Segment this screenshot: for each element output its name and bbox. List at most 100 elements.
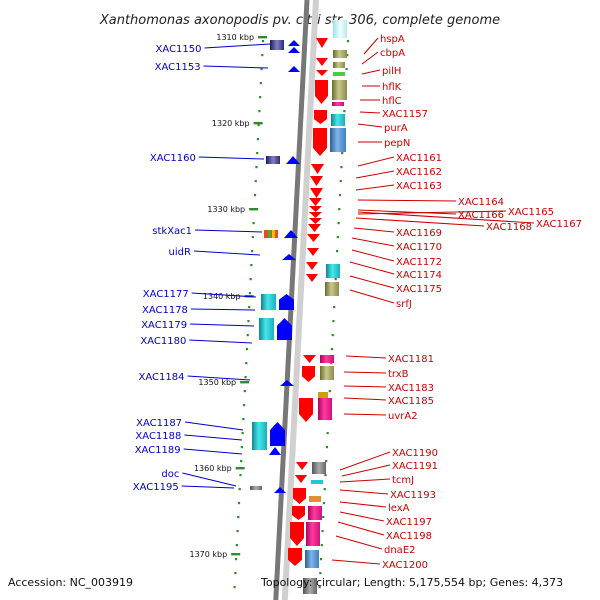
guide-dot — [334, 278, 337, 281]
guide-dot — [338, 194, 342, 197]
reverse-gene-arrow — [280, 380, 294, 386]
leader-line-right — [343, 371, 387, 374]
guide-dot — [241, 432, 244, 435]
scale-tick-mark — [258, 36, 268, 39]
forward-gene-arrow — [306, 262, 318, 270]
forward-gene-block — [290, 522, 304, 546]
forward-gene-arrow — [309, 206, 322, 212]
reverse-gene-block — [270, 422, 285, 446]
gene-label-left: XAC1189 — [135, 445, 181, 456]
guide-dot — [324, 474, 327, 477]
guide-dot — [328, 390, 331, 393]
leader-line-right — [357, 211, 535, 224]
guide-dot — [243, 390, 246, 393]
leader-line-right — [355, 170, 395, 179]
gene-label-right: purA — [384, 123, 408, 134]
protein-domain-box — [305, 550, 319, 568]
reverse-gene-block — [279, 294, 294, 310]
guide-dot — [240, 446, 244, 449]
label-leader-lines — [181, 37, 535, 565]
leader-line-right — [331, 559, 381, 565]
gene-label-right: trxB — [388, 369, 409, 380]
guide-dot — [259, 82, 262, 85]
gene-label-right: pilH — [382, 66, 401, 77]
gene-label-left: XAC1178 — [142, 305, 188, 316]
scale-tick-mark — [240, 381, 250, 384]
guide-dot — [250, 264, 253, 267]
leader-line-left — [190, 323, 255, 327]
guide-dot — [255, 166, 258, 169]
accession-text: Accession: NC_003919 — [8, 576, 134, 589]
guide-dot — [340, 166, 343, 169]
guide-dot — [330, 348, 334, 351]
guide-dot — [345, 68, 348, 71]
guide-dot — [343, 110, 346, 113]
guide-dot — [234, 572, 237, 575]
gene-label-right: XAC1193 — [390, 490, 436, 501]
protein-domain-box — [272, 230, 275, 238]
genome-summary-text: Topology: circular; Length: 5,175,554 bp… — [261, 576, 564, 589]
scale-tick-mark — [231, 553, 241, 556]
leader-line-right — [357, 199, 457, 202]
guide-dot — [260, 68, 263, 71]
guide-dot — [261, 54, 264, 57]
leader-line-right — [339, 501, 387, 508]
leader-line-left — [187, 375, 251, 381]
reverse-gene-arrow — [269, 447, 281, 455]
guide-dot — [259, 96, 262, 99]
leader-line-right — [357, 156, 395, 167]
guide-dot — [336, 236, 339, 239]
gene-label-left: XAC1180 — [140, 336, 186, 347]
scale-tick-label: 1360 kbp — [194, 464, 232, 473]
guide-dot — [256, 138, 260, 141]
guide-dot — [322, 502, 326, 505]
leader-line-left — [204, 43, 271, 49]
leader-line-right — [349, 289, 395, 304]
gene-label-right: XAC1183 — [388, 383, 434, 394]
guide-dot — [325, 460, 328, 463]
guide-dot — [325, 446, 329, 449]
forward-gene-arrow — [307, 248, 319, 256]
protein-domain-box — [333, 20, 347, 38]
protein-domain-box — [333, 62, 345, 68]
guide-dot — [252, 222, 255, 225]
scale-tick-label: 1370 kbp — [189, 550, 227, 559]
protein-domain-box — [312, 462, 326, 474]
forward-gene-arrow — [316, 58, 328, 66]
leader-line-right — [361, 69, 381, 75]
forward-gene-arrow — [310, 188, 323, 198]
protein-domain-box — [268, 230, 271, 238]
leader-line-right — [345, 355, 387, 359]
guide-dot — [244, 376, 247, 379]
protein-domain-box — [326, 264, 340, 278]
guide-dot — [339, 180, 342, 183]
gene-label-right: hflK — [382, 82, 402, 93]
protein-domain-box — [309, 496, 321, 502]
gene-label-right: XAC1163 — [396, 181, 442, 192]
scale-tick-mark — [253, 122, 263, 125]
guide-dot — [236, 530, 239, 533]
gene-label-right: srfJ — [396, 299, 412, 310]
gene-label-right: XAC1166 — [458, 210, 504, 221]
guide-dot — [323, 488, 326, 491]
guide-dot — [330, 362, 333, 365]
leader-line-left — [181, 485, 235, 489]
leader-line-left — [190, 308, 256, 311]
gene-labels: XAC1150 XAC1153 XAC1160 stkXac1 uidR XAC1177 X… — [133, 34, 582, 571]
guide-dot — [237, 502, 241, 505]
leader-line-right — [357, 209, 457, 215]
gene-label-left: stkXac1 — [152, 226, 192, 237]
protein-domain-box — [270, 40, 284, 50]
gene-label-right: XAC1157 — [382, 109, 428, 120]
guide-dot — [257, 124, 260, 127]
forward-gene-block — [299, 398, 313, 422]
guide-dot — [242, 418, 245, 421]
protein-domain-box — [333, 72, 345, 76]
forward-gene-arrow — [311, 164, 324, 174]
guide-dot — [319, 558, 323, 561]
leader-line-right — [351, 237, 395, 247]
guide-dot — [319, 572, 322, 575]
gene-label-left: XAC1153 — [155, 62, 201, 73]
scale-tick-label: 1320 kbp — [212, 119, 250, 128]
forward-gene-block — [314, 110, 327, 124]
